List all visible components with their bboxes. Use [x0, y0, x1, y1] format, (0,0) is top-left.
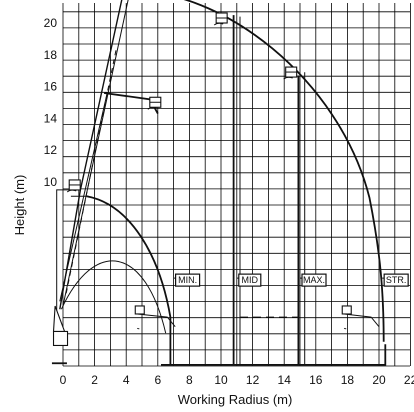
svg-text:MID: MID: [242, 275, 259, 285]
ground-line: [161, 344, 387, 366]
tag-str: STR.: [382, 273, 409, 287]
x-tick-label: 12: [246, 373, 260, 387]
grid: [62, 3, 412, 367]
platform-mid-height: [147, 96, 162, 110]
envelope-min: [86, 195, 172, 365]
envelope-str: [183, 0, 385, 342]
y-tick-label: 16: [44, 80, 58, 94]
tag-min: MIN.: [173, 273, 201, 287]
x-tick-label: 16: [309, 373, 323, 387]
y-axis-title: Height (m): [12, 175, 27, 236]
low-arm-min: [134, 305, 176, 330]
x-tick-label: 20: [372, 373, 386, 387]
inner-arc: [60, 260, 167, 334]
x-tick-label: 0: [60, 373, 67, 387]
x-tick-labels: 0 2 4 6 8 10 12 14 16 18 20 22: [60, 373, 414, 387]
boom-main: [59, 0, 123, 310]
x-tick-label: 8: [186, 373, 193, 387]
svg-text:STR.: STR.: [386, 275, 407, 285]
x-tick-label: 22: [404, 373, 414, 387]
boom-lower-arm: [59, 92, 108, 302]
x-tick-label: 4: [123, 373, 130, 387]
x-tick-label: 14: [278, 373, 292, 387]
x-tick-label: 18: [341, 373, 355, 387]
vehicle-base: [51, 305, 69, 365]
x-tick-label: 10: [214, 373, 228, 387]
y-tick-label: 14: [44, 111, 58, 125]
x-tick-label: 2: [91, 373, 98, 387]
x-tick-label: 6: [154, 373, 161, 387]
platform-max: [283, 66, 298, 80]
working-envelope-drawing: [51, 0, 387, 366]
y-tick-label: 10: [44, 175, 58, 189]
y-tick-label: 12: [44, 143, 58, 157]
platform-min: [66, 179, 81, 193]
y-tick-label: 20: [44, 16, 58, 30]
x-axis-title: Working Radius (m): [178, 392, 293, 407]
boom-guide: [65, 46, 118, 294]
tag-mid: MID: [236, 273, 262, 287]
low-arm-str: [341, 305, 380, 330]
boom-main-edge: [62, 0, 129, 307]
config-tags: MIN. MID MAX. STR.: [173, 273, 409, 287]
y-tick-label: 18: [44, 48, 58, 62]
platform-mid: [213, 12, 228, 26]
tag-max: MAX.: [300, 273, 327, 287]
svg-text:MAX.: MAX.: [303, 275, 325, 285]
svg-text:MIN.: MIN.: [178, 275, 197, 285]
